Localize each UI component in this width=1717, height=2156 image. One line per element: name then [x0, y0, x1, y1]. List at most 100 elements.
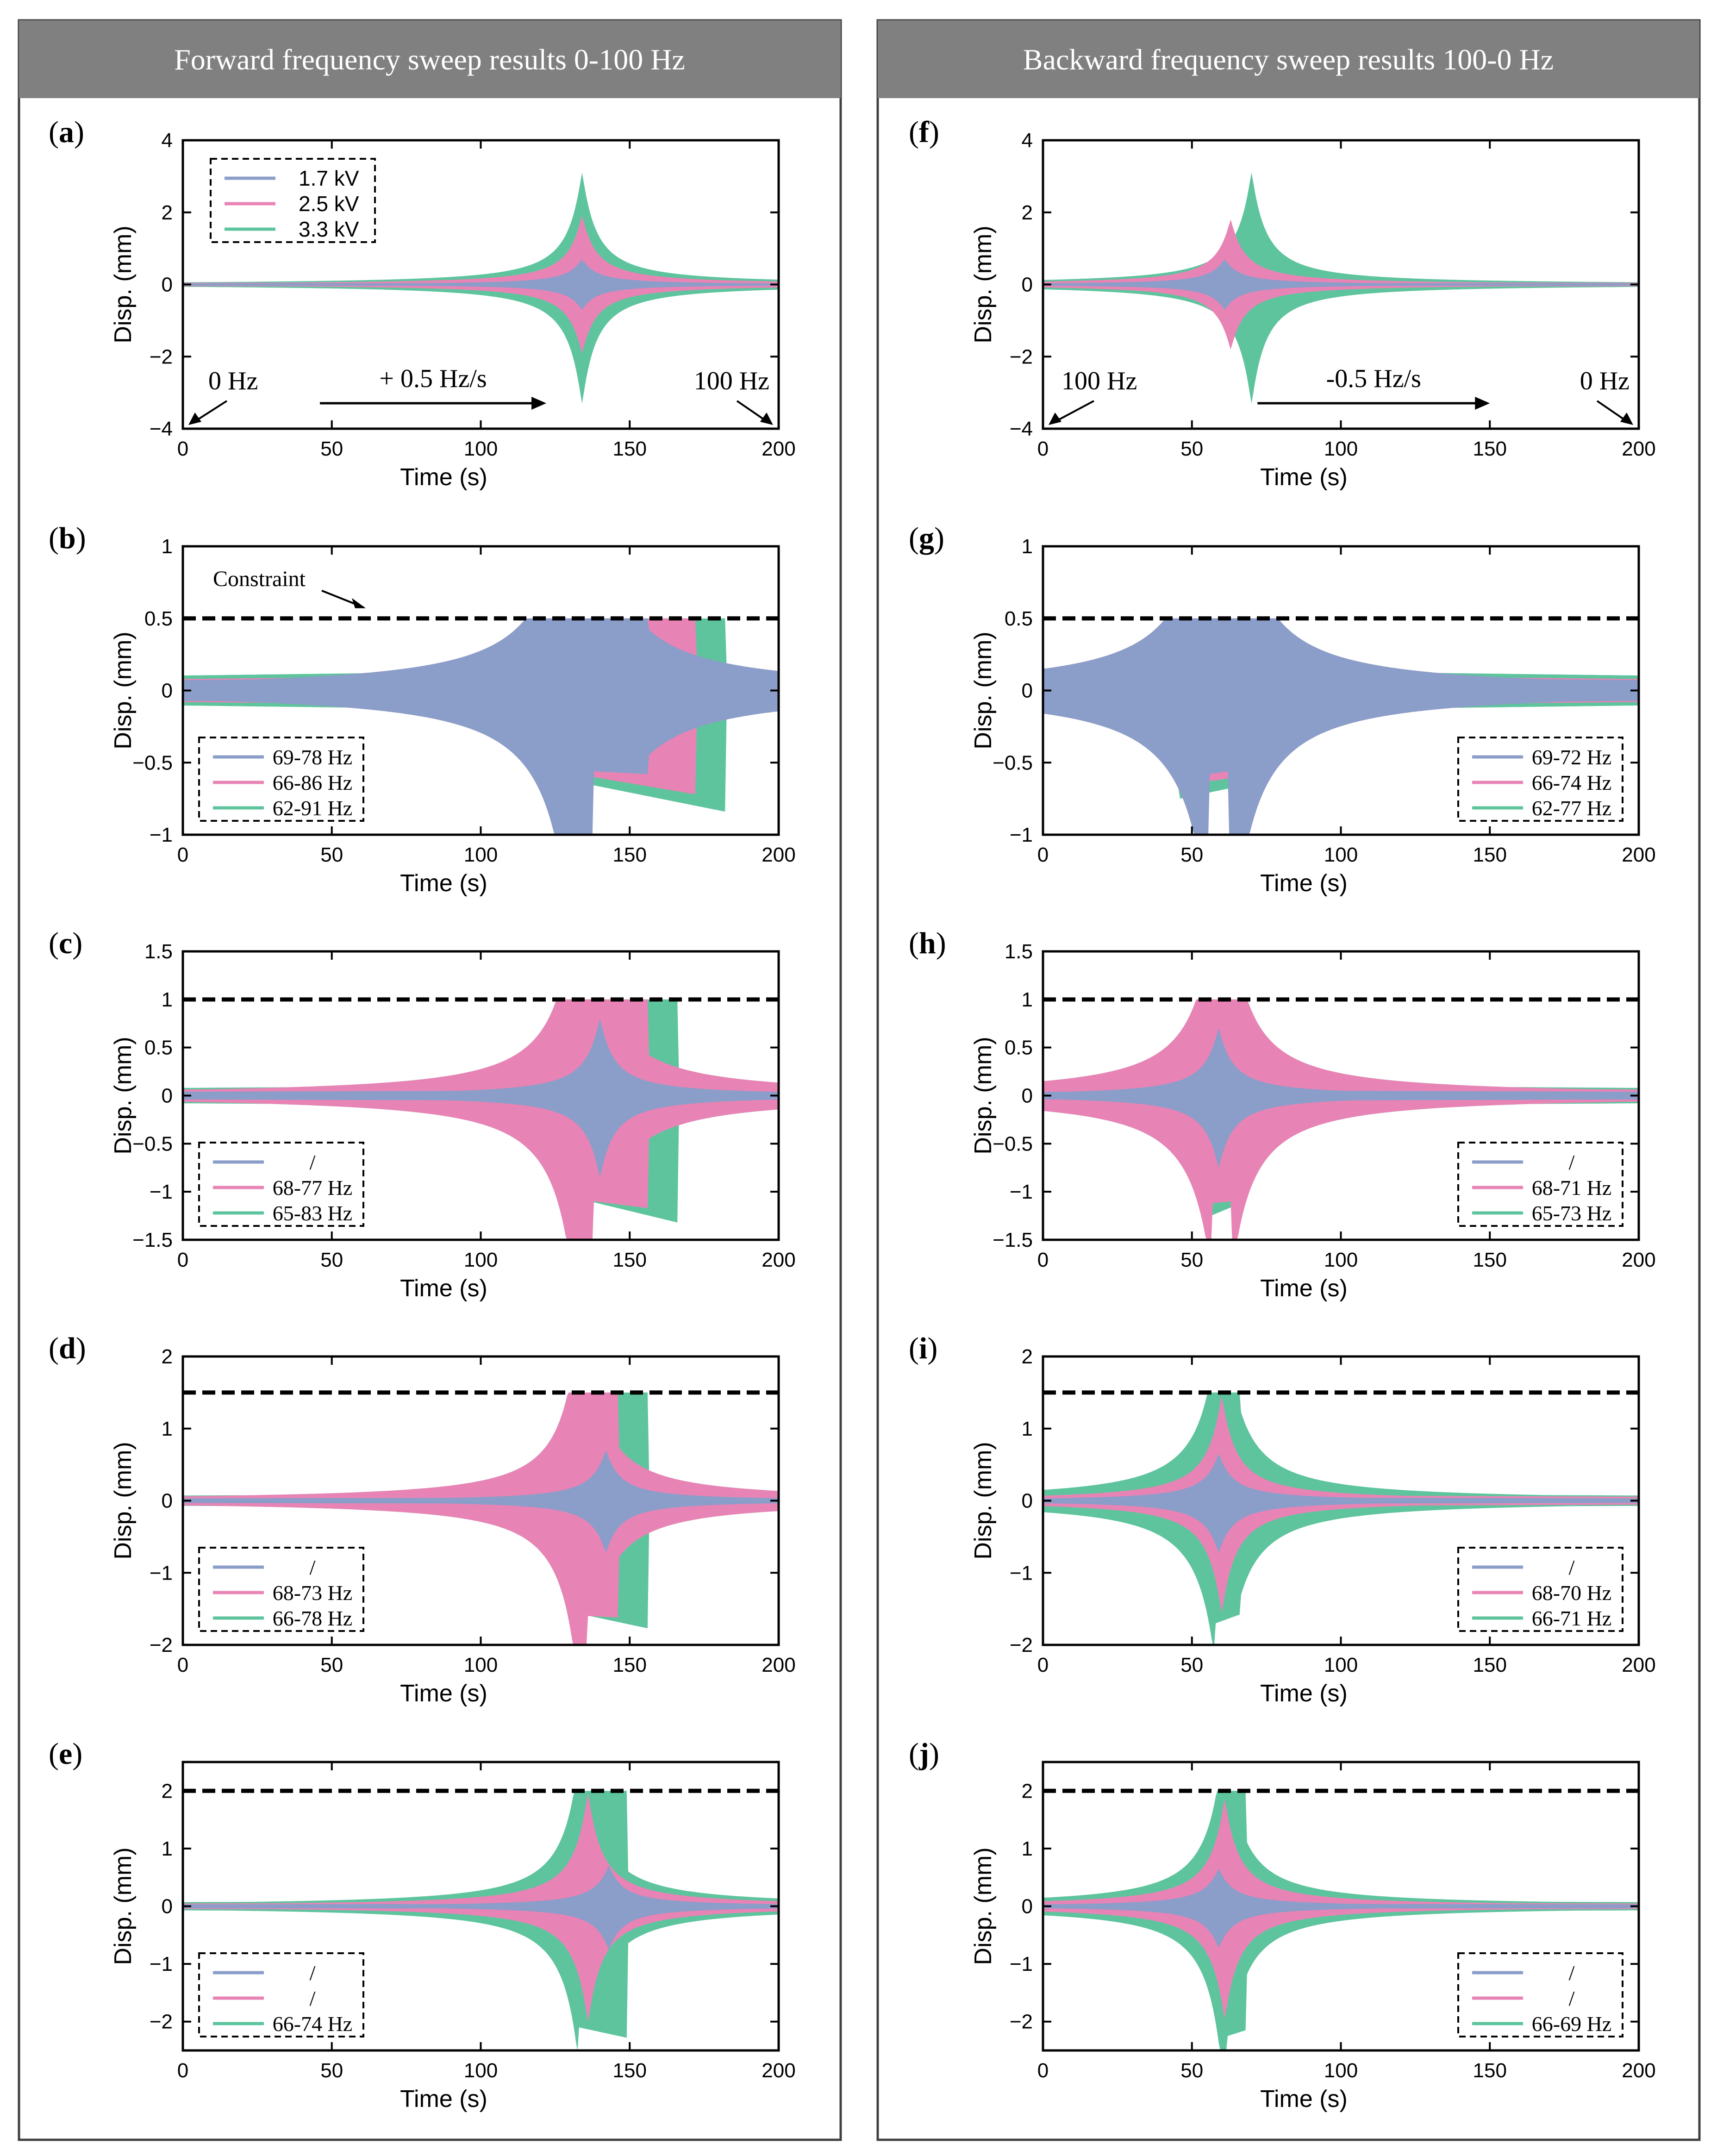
- sweep-start-arrowhead: [1049, 412, 1061, 425]
- x-tick-label: 0: [1037, 1654, 1049, 1676]
- x-tick-label: 200: [762, 1249, 795, 1271]
- legend-entry: 62-91 Hz: [273, 796, 352, 820]
- y-tick-label: 0: [1022, 274, 1033, 296]
- x-tick-label: 50: [320, 1249, 343, 1271]
- x-axis-label: Time (s): [400, 464, 487, 491]
- x-axis-label: Time (s): [1260, 1275, 1348, 1302]
- x-axis-label: Time (s): [1260, 464, 1348, 491]
- y-tick-label: 0.5: [144, 1037, 173, 1059]
- x-axis-label: Time (s): [400, 1275, 487, 1302]
- x-tick-label: 50: [320, 1654, 343, 1676]
- panel-label: (f): [909, 115, 939, 149]
- sweep-rate-arrowhead: [531, 397, 547, 410]
- panel-i: −2 −1 0 1 2 0 50 100 150 200 Time (s) Disp. (mm) (i)…: [909, 1331, 1656, 1707]
- y-axis-label: Disp. (mm): [970, 225, 997, 343]
- x-axis-label: Time (s): [1260, 2086, 1348, 2112]
- legend-box: [198, 1547, 364, 1632]
- x-tick-label: 150: [1473, 844, 1507, 866]
- legend-entry: 69-72 Hz: [1532, 745, 1611, 769]
- panel-label: (d): [49, 1331, 86, 1365]
- panel-a: −4 −2 0 2 4 0 50 100 150 200 Time (s) Disp. (mm) (a)…: [49, 115, 796, 491]
- y-tick-label: 1: [162, 535, 173, 558]
- x-tick-label: 150: [613, 437, 647, 460]
- y-tick-label: −1: [150, 1181, 173, 1203]
- y-axis-label: Disp. (mm): [110, 631, 137, 749]
- x-tick-label: 150: [613, 1654, 647, 1676]
- series-area-low: [1043, 1028, 1639, 1168]
- y-tick-label: −2: [150, 2011, 173, 2033]
- legend-entry: /: [1569, 1150, 1575, 1174]
- x-tick-label: 50: [1180, 844, 1203, 866]
- panel-j: −2 −1 0 1 2 0 50 100 150 200 Time (s) Disp. (mm) (j)…: [909, 1737, 1656, 2112]
- legend-entry: 68-77 Hz: [273, 1176, 352, 1200]
- sweep-end-label: 100 Hz: [694, 367, 769, 395]
- legend-entry: 66-71 Hz: [1532, 1606, 1611, 1630]
- y-tick-label: 0: [1022, 1490, 1033, 1512]
- x-tick-label: 100: [464, 844, 498, 866]
- y-tick-label: −4: [150, 418, 173, 440]
- y-tick-label: −1: [1010, 1181, 1033, 1203]
- sweep-start-label: 100 Hz: [1061, 367, 1137, 395]
- x-axis-label: Time (s): [400, 870, 487, 897]
- legend-entry: 68-73 Hz: [273, 1581, 352, 1605]
- y-tick-label: 0: [162, 1895, 173, 1918]
- y-axis-label: Disp. (mm): [970, 1847, 997, 1965]
- x-tick-label: 0: [1037, 1249, 1049, 1271]
- panel-label: (i): [909, 1331, 937, 1365]
- legend-entry: 66-74 Hz: [1532, 771, 1611, 794]
- legend-box: [198, 1952, 364, 2037]
- x-tick-label: 0: [1037, 2059, 1049, 2082]
- constraint-label: Constraint: [213, 567, 306, 591]
- y-axis-label: Disp. (mm): [970, 1037, 997, 1154]
- legend-entry: 1.7 kV: [299, 166, 359, 190]
- y-tick-label: 4: [162, 129, 173, 152]
- y-tick-label: 1: [162, 1418, 173, 1440]
- x-tick-label: 150: [613, 2059, 647, 2082]
- x-tick-label: 150: [613, 844, 647, 866]
- backward-header-bg: [878, 20, 1699, 98]
- sweep-start-label: 0 Hz: [208, 367, 258, 395]
- y-tick-label: 1: [1022, 1837, 1033, 1860]
- y-axis-label: Disp. (mm): [110, 1442, 137, 1559]
- legend-entry: /: [1569, 1556, 1575, 1579]
- x-tick-label: 100: [1324, 844, 1358, 866]
- legend-entry: 66-86 Hz: [273, 771, 352, 794]
- x-tick-label: 50: [1180, 1654, 1203, 1676]
- constraint-arrowhead: [352, 598, 366, 608]
- legend-box: [198, 1142, 364, 1227]
- x-tick-label: 150: [1473, 437, 1507, 460]
- y-tick-label: −1: [1010, 1953, 1033, 1975]
- legend-entry: 66-74 Hz: [273, 2012, 352, 2036]
- y-tick-label: 1: [162, 1837, 173, 1860]
- legend-entry: 2.5 kV: [299, 192, 359, 216]
- x-axis-label: Time (s): [1260, 870, 1348, 897]
- x-tick-label: 50: [1180, 437, 1203, 460]
- panel-g: −1 −0.5 0 0.5 1 0 50 100 150 200 Time (s) Disp. (mm…: [909, 521, 1656, 897]
- series-area-low: [183, 1866, 779, 1950]
- x-tick-label: 0: [1037, 437, 1049, 460]
- sweep-rate-label: -0.5 Hz/s: [1326, 364, 1421, 393]
- x-tick-label: 50: [1180, 1249, 1203, 1271]
- sweep-rate-arrowhead: [1475, 397, 1490, 410]
- series-area-low: [1043, 1869, 1639, 1948]
- series-area-mid: [183, 999, 779, 1240]
- series-area-mid: [183, 1392, 779, 1645]
- series-area-low: [1043, 1454, 1639, 1553]
- x-tick-label: 100: [1324, 1249, 1358, 1271]
- x-tick-label: 0: [177, 1249, 188, 1271]
- legend-entry: 65-73 Hz: [1532, 1201, 1611, 1225]
- y-tick-label: −1.5: [993, 1229, 1033, 1251]
- x-tick-label: 100: [464, 2059, 498, 2082]
- series-area-low: [1043, 259, 1639, 310]
- panel-label: (b): [49, 521, 86, 555]
- y-tick-label: −2: [150, 345, 173, 368]
- y-tick-label: −2: [1010, 2011, 1033, 2033]
- legend-box: [1457, 737, 1623, 822]
- legend-entry: /: [310, 1150, 316, 1174]
- x-tick-label: 200: [1622, 2059, 1655, 2082]
- y-tick-label: −1: [1010, 824, 1033, 846]
- y-tick-label: 0.5: [1005, 1037, 1033, 1059]
- x-tick-label: 150: [613, 1249, 647, 1271]
- sweep-end-arrowhead: [1620, 412, 1633, 425]
- series-area-low: [1043, 618, 1639, 835]
